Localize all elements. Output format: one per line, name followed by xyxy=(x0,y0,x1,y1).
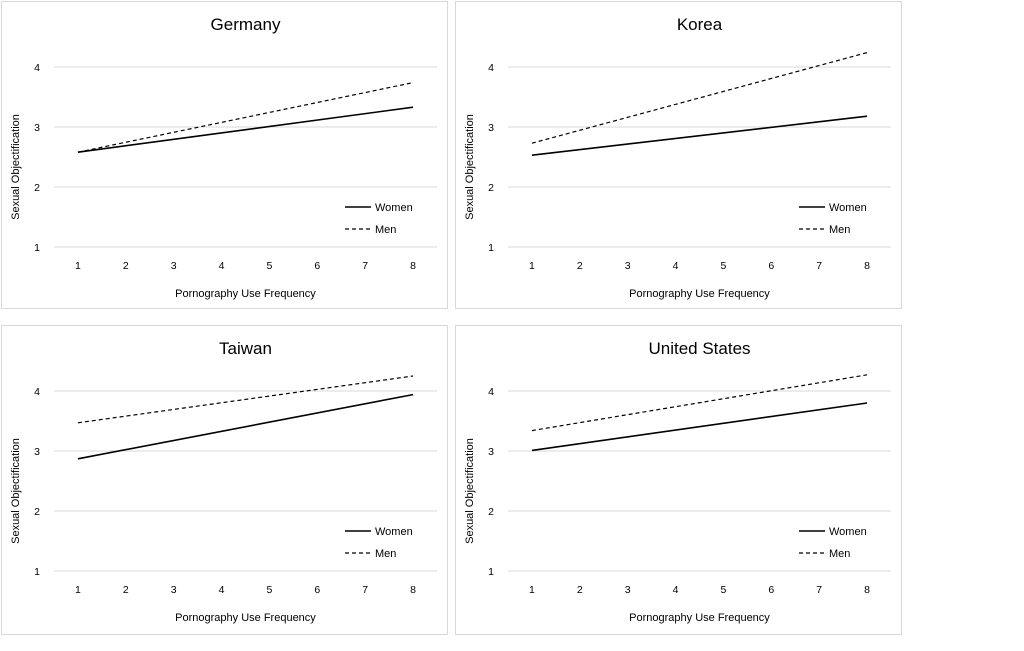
chart-svg-united-states: United States 1 2 3 4 1 2 3 4 5 6 7 8 Pornography Use… xyxy=(464,339,891,624)
y-tick-label: 2 xyxy=(34,506,40,518)
series-line-women xyxy=(531,115,868,156)
chart-panel-korea: Korea 1 2 3 4 1 2 3 4 5 6 7 8 Pornography Use Frequen… xyxy=(455,1,902,309)
y-axis-label: Sexual Objectification xyxy=(10,114,22,220)
chart-panel-united-states: United States 1 2 3 4 1 2 3 4 5 6 7 8 Pornography Use… xyxy=(455,325,902,635)
x-tick-label: 1 xyxy=(529,584,535,596)
x-tick-label: 8 xyxy=(410,260,416,272)
x-tick-label: 1 xyxy=(529,260,535,272)
x-tick-label: 4 xyxy=(219,584,225,596)
x-axis-label: Pornography Use Frequency xyxy=(629,288,770,300)
y-tick-label: 3 xyxy=(488,122,494,134)
x-tick-label: 8 xyxy=(864,260,870,272)
x-tick-label: 7 xyxy=(816,260,822,272)
chart-title: United States xyxy=(648,339,750,358)
x-tick-label: 7 xyxy=(362,584,368,596)
x-tick-label: 4 xyxy=(219,260,225,272)
x-tick-label: 6 xyxy=(314,584,320,596)
x-tick-label: 7 xyxy=(362,260,368,272)
legend-label-women: Women xyxy=(829,202,867,214)
x-tick-label: 5 xyxy=(721,584,727,596)
y-tick-label: 3 xyxy=(34,122,40,134)
chart-panel-germany: Germany 1 2 3 4 1 2 3 4 5 6 7 8 Pornography Use Frequ… xyxy=(1,1,448,309)
y-axis-label: Sexual Objectification xyxy=(464,114,476,220)
series-line-women xyxy=(77,106,414,153)
chart-svg-taiwan: Taiwan 1 2 3 4 1 2 3 4 5 6 7 8 Pornography Use Freque… xyxy=(10,339,437,624)
series-line-women xyxy=(531,402,868,452)
x-axis-label: Pornography Use Frequency xyxy=(175,288,316,300)
x-axis-label: Pornography Use Frequency xyxy=(175,612,316,624)
y-tick-label: 2 xyxy=(488,182,494,194)
x-tick-label: 5 xyxy=(267,260,273,272)
chart-title: Germany xyxy=(211,15,281,34)
y-tick-label: 4 xyxy=(488,62,494,74)
x-tick-label: 6 xyxy=(314,260,320,272)
x-tick-label: 6 xyxy=(768,260,774,272)
x-tick-label: 2 xyxy=(577,260,583,272)
series-line-men xyxy=(531,374,868,432)
x-tick-label: 4 xyxy=(673,584,679,596)
y-tick-label: 2 xyxy=(34,182,40,194)
chart-title: Korea xyxy=(677,15,723,34)
x-tick-label: 3 xyxy=(171,584,177,596)
chart-title: Taiwan xyxy=(219,339,272,358)
x-tick-label: 6 xyxy=(768,584,774,596)
chart-svg-germany: Germany 1 2 3 4 1 2 3 4 5 6 7 8 Pornography Use Frequ… xyxy=(10,15,437,300)
legend-label-women: Women xyxy=(375,202,413,214)
legend-label-men: Men xyxy=(375,548,396,560)
chart-panel-taiwan: Taiwan 1 2 3 4 1 2 3 4 5 6 7 8 Pornography Use Freque… xyxy=(1,325,448,635)
y-tick-label: 3 xyxy=(34,446,40,458)
x-tick-label: 1 xyxy=(75,260,81,272)
legend-label-women: Women xyxy=(829,526,867,538)
x-tick-label: 8 xyxy=(864,584,870,596)
legend-label-men: Men xyxy=(829,548,850,560)
series-line-men xyxy=(77,375,414,424)
legend-label-women: Women xyxy=(375,526,413,538)
y-tick-label: 4 xyxy=(34,386,40,398)
legend-label-men: Men xyxy=(829,224,850,236)
x-tick-label: 3 xyxy=(625,584,631,596)
y-axis-label: Sexual Objectification xyxy=(464,438,476,544)
x-tick-label: 7 xyxy=(816,584,822,596)
y-tick-label: 3 xyxy=(488,446,494,458)
y-tick-label: 4 xyxy=(34,62,40,74)
x-tick-label: 3 xyxy=(625,260,631,272)
x-tick-label: 5 xyxy=(721,260,727,272)
series-line-women xyxy=(77,393,414,460)
x-axis-label: Pornography Use Frequency xyxy=(629,612,770,624)
y-tick-label: 2 xyxy=(488,506,494,518)
y-tick-label: 1 xyxy=(488,242,494,254)
x-tick-label: 4 xyxy=(673,260,679,272)
x-tick-label: 2 xyxy=(123,260,129,272)
y-axis-label: Sexual Objectification xyxy=(10,438,22,544)
x-tick-label: 2 xyxy=(123,584,129,596)
legend-label-men: Men xyxy=(375,224,396,236)
chart-svg-korea: Korea 1 2 3 4 1 2 3 4 5 6 7 8 Pornography Use Frequen… xyxy=(464,15,891,300)
x-tick-label: 3 xyxy=(171,260,177,272)
x-tick-label: 1 xyxy=(75,584,81,596)
y-tick-label: 1 xyxy=(34,566,40,578)
x-tick-label: 2 xyxy=(577,584,583,596)
y-tick-label: 4 xyxy=(488,386,494,398)
series-line-men xyxy=(77,82,414,153)
y-tick-label: 1 xyxy=(488,566,494,578)
x-tick-label: 8 xyxy=(410,584,416,596)
x-tick-label: 5 xyxy=(267,584,273,596)
series-line-men xyxy=(531,52,868,144)
y-tick-label: 1 xyxy=(34,242,40,254)
